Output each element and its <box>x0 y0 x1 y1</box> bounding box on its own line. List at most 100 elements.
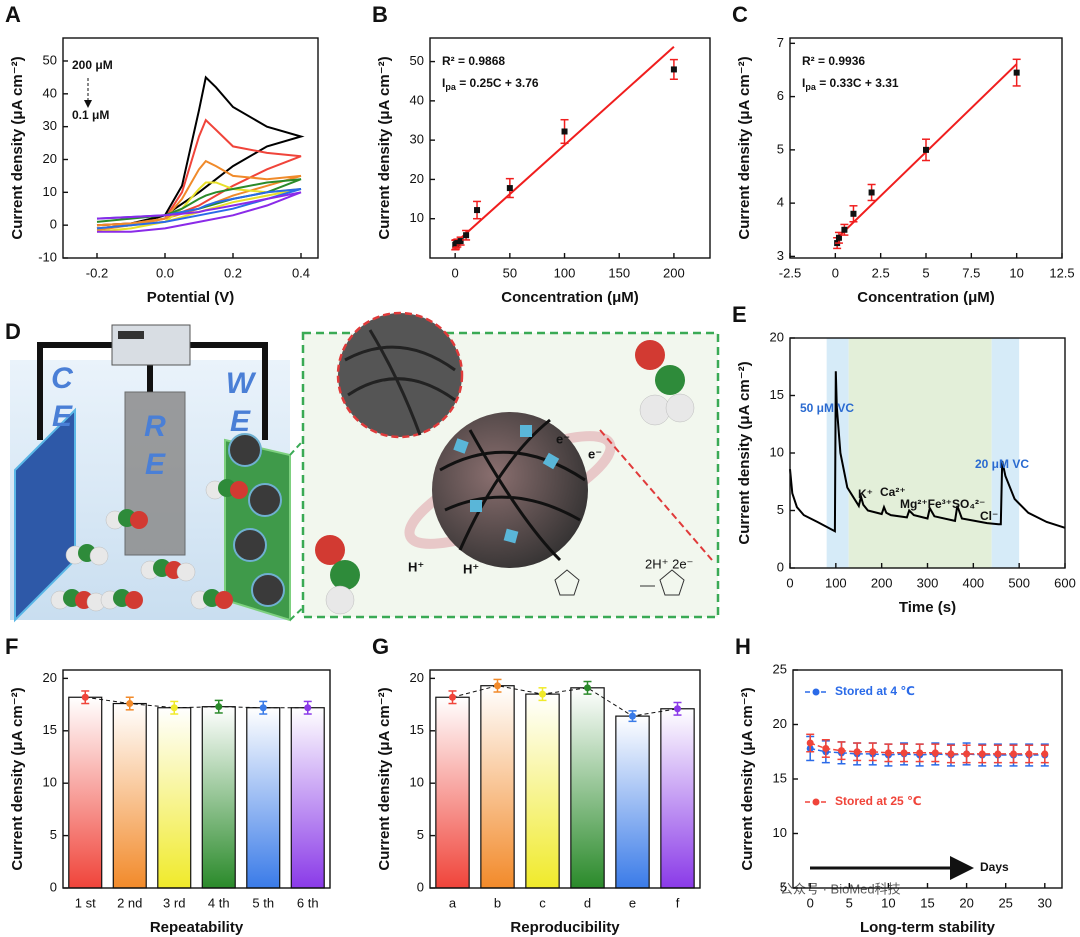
data-point <box>868 189 875 196</box>
x-tick-label: 200 <box>663 265 685 280</box>
x-tick-label: 5 <box>922 265 929 280</box>
panel: B 10 20 30 40 50 0 50 100 150 200 Concentration (μM… <box>372 2 711 306</box>
shaded-region <box>826 338 849 568</box>
y-axis-label: Current density (μA cm⁻²) <box>9 56 26 239</box>
y-axis-label: Current density (μA cm⁻²) <box>739 687 756 870</box>
electrode-letter: R <box>144 410 166 443</box>
x-tick-label: 2 nd <box>117 895 142 910</box>
reaction-label: 2H⁺ 2e⁻ <box>645 556 693 571</box>
bar-marker <box>584 684 591 692</box>
proton-label: H⁺ <box>463 561 479 576</box>
x-tick-label: -2.5 <box>779 265 801 280</box>
annotation: Mg²⁺Fe³⁺SO₄²⁻ <box>900 497 985 511</box>
equation: Ipa = 0.25C + 3.76 <box>442 76 539 92</box>
equation-sub: pa <box>445 82 456 92</box>
data-point <box>670 66 677 73</box>
x-tick-label: 5 th <box>252 895 274 910</box>
electron-label: e⁻ <box>556 431 570 446</box>
x-tick-label: e <box>629 895 636 910</box>
x-tick-label: 2.5 <box>872 265 890 280</box>
bar-marker <box>449 693 456 701</box>
annotation: 50 μM VC <box>800 401 854 415</box>
data-point <box>963 750 971 758</box>
y-tick-label: 0 <box>50 217 57 232</box>
panel-label: A <box>5 2 21 27</box>
x-tick-label: a <box>449 895 457 910</box>
x-tick-label: 150 <box>608 265 630 280</box>
molecule <box>635 340 695 426</box>
y-tick-label: 50 <box>410 53 424 68</box>
y-tick-label: 3 <box>777 248 784 263</box>
bar-marker <box>494 682 501 690</box>
y-tick-label: 5 <box>777 502 784 517</box>
y-tick-label: 15 <box>43 722 57 737</box>
legend-label: Stored at 25 ℃ <box>835 794 922 808</box>
data-line <box>810 747 1045 756</box>
equation-sub: pa <box>805 82 816 92</box>
x-tick-label: 5 <box>846 895 853 910</box>
panel: G 0 5 10 15 20 Reproducibility Current density … <box>372 634 701 936</box>
panel-label: F <box>5 634 18 659</box>
fiber-mesh <box>439 418 586 562</box>
bar <box>615 715 650 889</box>
fiber-mesh <box>344 329 456 436</box>
y-tick-label: 5 <box>780 879 787 894</box>
y-tick-label: 5 <box>777 141 784 156</box>
y-tick-label: 50 <box>43 52 57 67</box>
y-tick-label: 20 <box>43 151 57 166</box>
y-tick-label: 10 <box>770 444 784 459</box>
y-tick-label: 10 <box>43 775 57 790</box>
y-tick-label: 40 <box>43 85 57 100</box>
data-point <box>978 750 986 758</box>
plot-frame <box>429 669 701 889</box>
y-tick-label: 5 <box>50 827 57 842</box>
data-point <box>1025 750 1033 758</box>
bar <box>525 693 560 889</box>
y-tick-label: 4 <box>777 195 784 210</box>
data-line <box>96 191 302 233</box>
panel-label: H <box>735 634 751 659</box>
electron-label: e⁻ <box>588 446 602 461</box>
molecules <box>50 479 248 612</box>
x-tick-label: 100 <box>825 575 847 590</box>
data-point <box>457 238 464 245</box>
y-tick-label: 20 <box>773 716 787 731</box>
legend-label: Stored at 4 ℃ <box>835 684 915 698</box>
x-tick-label: c <box>539 895 546 910</box>
y-tick-label: 30 <box>410 132 424 147</box>
r2-label: R² = 0.9868 <box>442 54 505 68</box>
equation-rhs: = 0.25C + 3.76 <box>456 76 539 90</box>
panel: A -10 0 10 20 30 40 50 -0.2 0.0 0.2 0.4 Potential (V… <box>5 2 319 306</box>
zoom-sphere <box>336 311 464 439</box>
bar-marker <box>674 705 681 713</box>
bar <box>68 696 103 889</box>
equation: Ipa = 0.33C + 3.31 <box>802 76 899 92</box>
y-tick-label: 6 <box>777 88 784 103</box>
x-tick-label: 0 <box>832 265 839 280</box>
bar-marker <box>259 704 267 712</box>
legend-marker <box>812 798 820 806</box>
watermark: 公众号 · BioMed科技 <box>780 881 901 896</box>
y-tick-label: 10 <box>410 775 424 790</box>
x-tick-label: 10 <box>881 895 895 910</box>
y-tick-label: 10 <box>43 184 57 199</box>
bar-marker <box>629 712 636 720</box>
y-tick-label: 20 <box>43 670 57 685</box>
panel-label: E <box>732 302 747 327</box>
annotation: 0.1 μM <box>72 108 109 122</box>
panel-label: C <box>732 2 748 27</box>
y-tick-label: 10 <box>410 210 424 225</box>
y-tick-label: 0 <box>417 879 424 894</box>
data-point <box>454 240 461 247</box>
data-point <box>853 748 861 756</box>
x-tick-label: 4 th <box>208 895 230 910</box>
equation-lhs: I <box>442 76 445 90</box>
x-tick-label: 200 <box>871 575 893 590</box>
connect-line <box>85 696 308 709</box>
x-tick-label: d <box>584 895 591 910</box>
data-point <box>841 226 848 233</box>
y-tick-label: 20 <box>770 329 784 344</box>
annotation: 200 μM <box>72 58 113 72</box>
